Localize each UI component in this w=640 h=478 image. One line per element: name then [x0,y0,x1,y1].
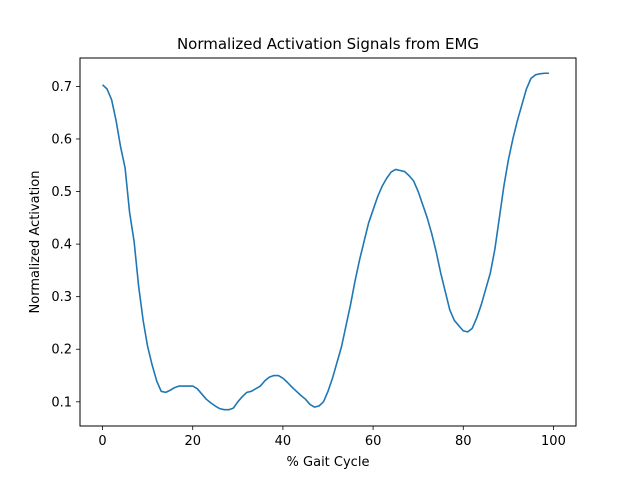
y-tick-label: 0.2 [51,343,72,358]
y-tick-label: 0.6 [51,132,72,147]
y-tick-label: 0.5 [51,185,72,200]
x-tick-label: 80 [455,434,472,449]
x-tick-label: 100 [541,434,566,449]
y-tick-label: 0.4 [51,238,72,253]
x-tick-label: 0 [98,434,106,449]
y-tick-label: 0.7 [51,80,72,95]
y-tick-label: 0.1 [51,395,72,410]
axes-background [80,58,576,426]
series-layer [102,72,549,411]
y-axis-label: Normalized Activation [28,171,43,314]
x-tick-label: 60 [365,434,382,449]
chart-title: Normalized Activation Signals from EMG [177,35,479,53]
x-tick-label: 40 [275,434,292,449]
y-tick-label: 0.3 [51,290,72,305]
ticks-layer: 0 20 40 60 80 100 0.1 0.2 0.3 0.4 0.5 0.6 0.7 [51,80,566,449]
x-axis-label: % Gait Cycle [287,455,370,470]
axes-frame [79,57,577,427]
activation-series-line [102,72,549,411]
x-tick-label: 20 [184,434,201,449]
